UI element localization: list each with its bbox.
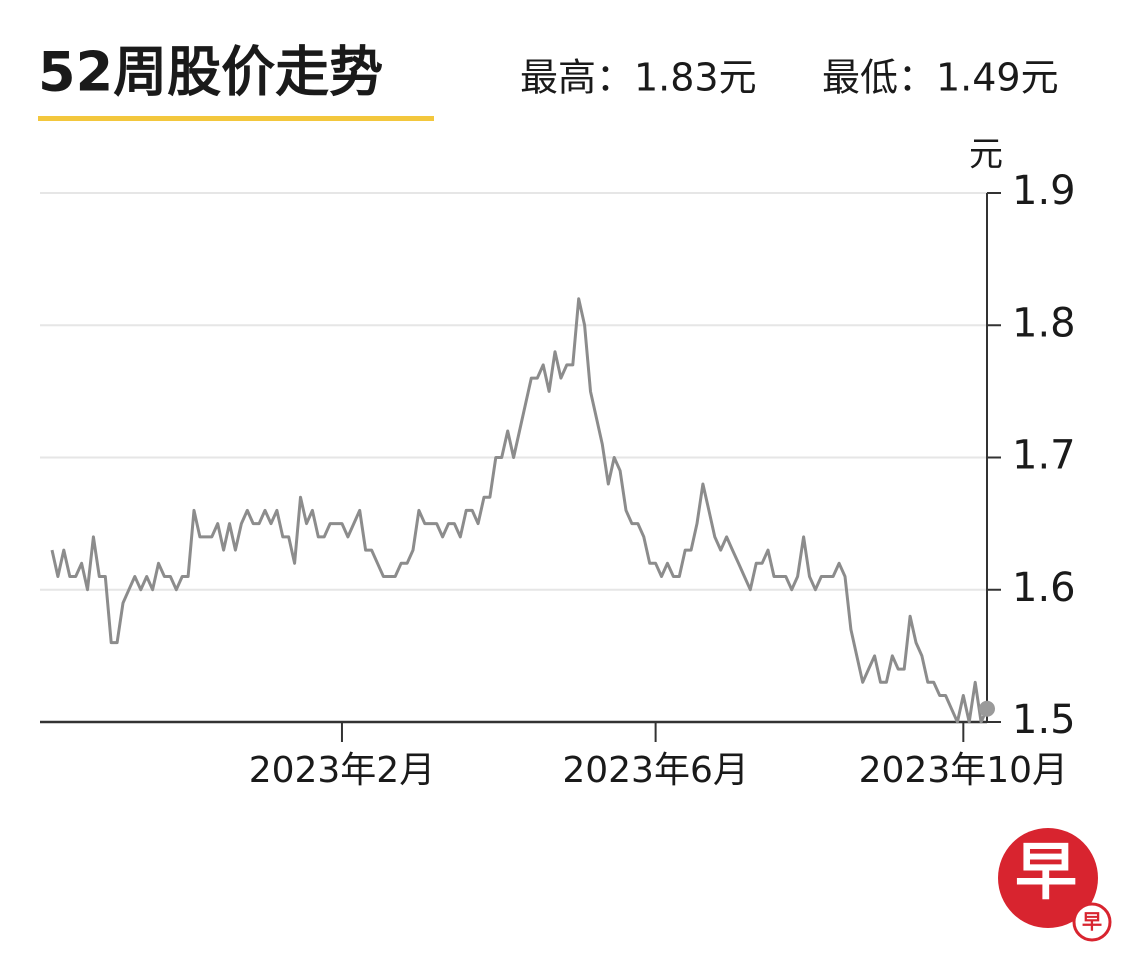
y-tick-label: 1.6 xyxy=(1012,565,1076,611)
y-tick-label: 1.9 xyxy=(1012,168,1076,214)
y-tick-label: 1.5 xyxy=(1012,697,1076,743)
annotation: 最低：1.49元 xyxy=(822,56,1059,100)
logo: 早 早 xyxy=(998,828,1112,942)
y-tick-label: 1.7 xyxy=(1012,433,1076,479)
logo-circle xyxy=(998,828,1098,928)
y-tick-label: 1.8 xyxy=(1012,300,1076,346)
logo-badge-text: 早 xyxy=(1082,910,1102,934)
x-tick-label: 2023年6月 xyxy=(562,750,749,791)
y-unit: 元 xyxy=(969,135,1003,175)
annotation: 最高：1.83元 xyxy=(520,56,757,100)
last-point xyxy=(979,700,995,717)
x-tick-label: 2023年2月 xyxy=(249,750,436,791)
title-underline xyxy=(38,116,434,121)
logo-text: 早 xyxy=(1015,835,1077,908)
chart-title: 52周股价走势 xyxy=(38,41,383,104)
logo-badge xyxy=(1072,902,1112,942)
x-tick-label: 2023年10月 xyxy=(859,750,1068,791)
price-line xyxy=(50,297,989,724)
